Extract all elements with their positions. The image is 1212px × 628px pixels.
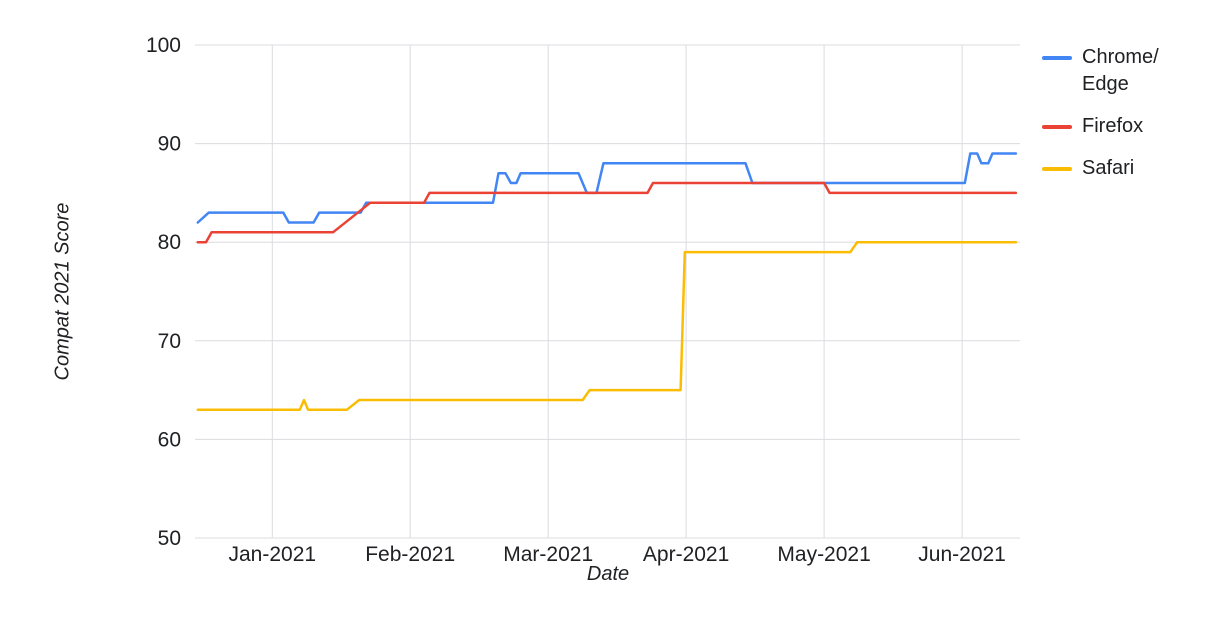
safari-line-swatch — [1042, 167, 1072, 171]
legend-label-firefox: Firefox — [1082, 115, 1144, 137]
svg-text:60: 60 — [158, 428, 181, 451]
legend: Chrome/ Edge Firefox Safari — [1042, 44, 1159, 182]
x-axis-tick-labels: Jan-2021 Feb-2021 Mar-2021 Apr-2021 May-2021… — [229, 543, 1006, 566]
y-axis-tick-labels: 50 60 70 80 90 100 — [146, 34, 181, 550]
svg-text:70: 70 — [158, 330, 181, 353]
legend-entry-chrome-edge: Chrome/ Edge — [1042, 44, 1159, 98]
svg-text:80: 80 — [158, 231, 181, 254]
legend-entry-firefox: Firefox — [1042, 113, 1159, 140]
chrome-edge-line-swatch — [1042, 56, 1072, 60]
svg-text:Jun-2021: Jun-2021 — [918, 543, 1006, 566]
svg-text:50: 50 — [158, 527, 181, 550]
x-axis-title: Date — [586, 563, 630, 585]
legend-entry-safari: Safari — [1042, 155, 1159, 182]
legend-label-safari: Safari — [1082, 157, 1135, 179]
svg-text:90: 90 — [158, 133, 181, 156]
svg-text:Jan-2021: Jan-2021 — [229, 543, 317, 566]
svg-text:Feb-2021: Feb-2021 — [365, 543, 455, 566]
svg-text:Apr-2021: Apr-2021 — [643, 543, 729, 566]
gridlines — [195, 44, 1020, 539]
series-line-chrome-edge — [196, 152, 1018, 224]
svg-text:100: 100 — [146, 34, 181, 57]
y-axis-title: Compat 2021 Score — [51, 202, 74, 381]
svg-text:Mar-2021: Mar-2021 — [503, 543, 593, 566]
svg-text:May-2021: May-2021 — [777, 543, 870, 566]
legend-label-chrome-edge: Chrome/ Edge — [1082, 46, 1159, 95]
series-line-safari — [196, 240, 1018, 412]
series-line-firefox — [196, 181, 1018, 244]
firefox-line-swatch — [1042, 125, 1072, 129]
